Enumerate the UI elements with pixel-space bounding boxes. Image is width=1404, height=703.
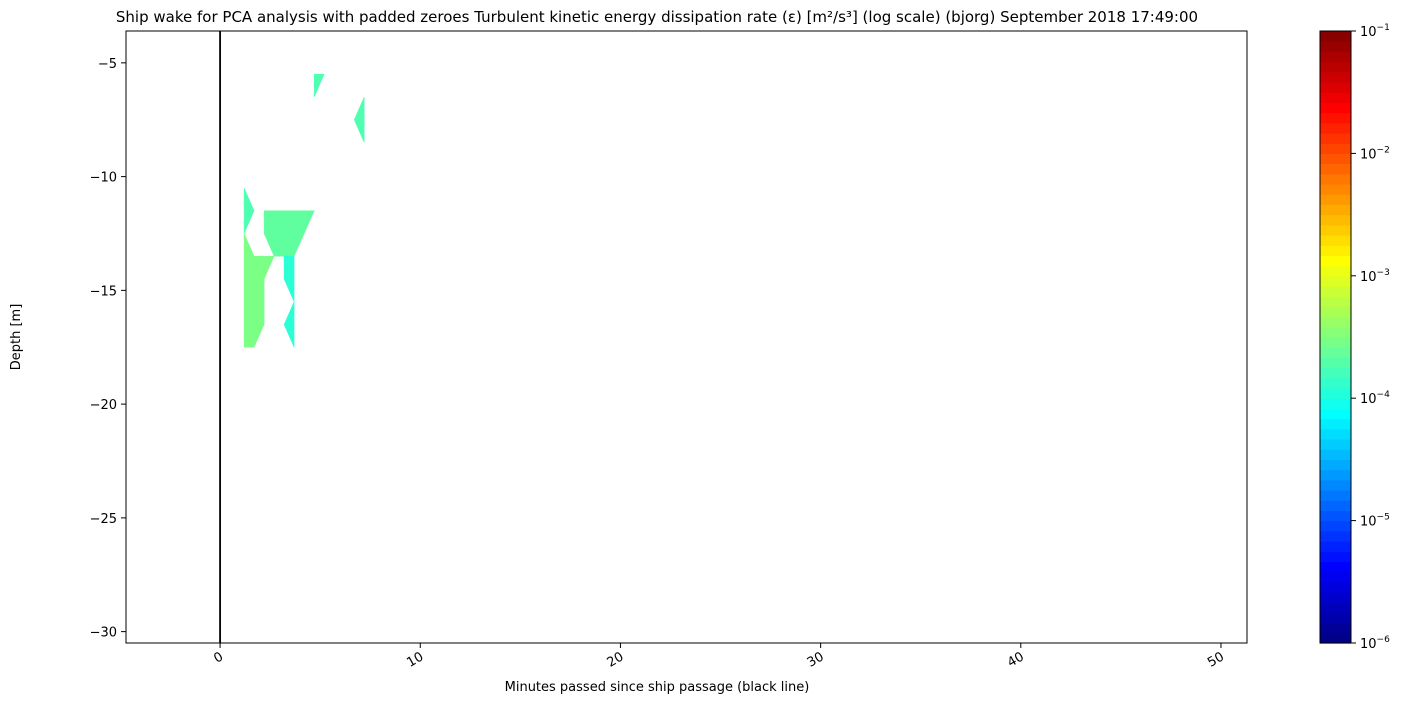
heatmap-patch bbox=[283, 255, 295, 348]
x-tick-label: 20 bbox=[605, 649, 627, 670]
colorbar-band bbox=[1320, 551, 1351, 562]
colorbar-band bbox=[1320, 469, 1351, 481]
colorbar-band bbox=[1320, 377, 1351, 389]
colorbar-tick-label: 10−2 bbox=[1360, 145, 1390, 162]
colorbar-band bbox=[1320, 173, 1351, 185]
y-tick-label: −25 bbox=[90, 512, 117, 527]
chart-title: Ship wake for PCA analysis with padded z… bbox=[116, 8, 1198, 26]
colorbar-band bbox=[1320, 51, 1351, 63]
colorbar-band bbox=[1320, 275, 1351, 287]
colorbar-band bbox=[1320, 459, 1351, 471]
y-tick-label: −15 bbox=[90, 284, 117, 299]
colorbar-band bbox=[1320, 102, 1351, 114]
colorbar-band bbox=[1320, 286, 1351, 297]
colorbar-band bbox=[1320, 31, 1351, 42]
colorbar-band bbox=[1320, 235, 1351, 246]
colorbar-band bbox=[1320, 347, 1351, 358]
heatmap-patch bbox=[313, 73, 325, 98]
colorbar-ticks: 10−1 10−2 10−3 10−4 10−5 10−6 bbox=[1351, 23, 1390, 652]
colorbar-band bbox=[1320, 398, 1351, 409]
colorbar-band bbox=[1320, 479, 1351, 491]
colorbar bbox=[1320, 31, 1351, 644]
colorbar-band bbox=[1320, 592, 1351, 603]
colorbar-band bbox=[1320, 61, 1351, 73]
colorbar-band bbox=[1320, 82, 1351, 93]
colorbar-band bbox=[1320, 367, 1351, 379]
colorbar-band bbox=[1320, 357, 1351, 369]
colorbar-band bbox=[1320, 92, 1351, 103]
heatmap-patches bbox=[243, 73, 365, 348]
colorbar-band bbox=[1320, 622, 1351, 634]
colorbar-band bbox=[1320, 510, 1351, 522]
heatmap-patch bbox=[263, 210, 315, 257]
colorbar-band bbox=[1320, 71, 1351, 83]
colorbar-band bbox=[1320, 439, 1351, 450]
colorbar-frame bbox=[1319, 30, 1352, 644]
colorbar-band bbox=[1320, 632, 1351, 644]
y-tick-label: −10 bbox=[90, 171, 117, 186]
colorbar-band bbox=[1320, 500, 1351, 511]
colorbar-band bbox=[1320, 612, 1351, 624]
x-axis-ticks: 0 10 20 30 40 50 bbox=[211, 643, 1227, 671]
y-tick-label: −5 bbox=[98, 57, 117, 72]
y-axis-ticks: −5 −10 −15 −20 −25 −30 bbox=[90, 57, 126, 641]
colorbar-band bbox=[1320, 184, 1351, 195]
colorbar-tick-label: 10−5 bbox=[1360, 513, 1390, 530]
colorbar-band bbox=[1320, 143, 1351, 154]
colorbar-band bbox=[1320, 163, 1351, 175]
heatmap-patch bbox=[243, 233, 275, 348]
colorbar-band bbox=[1320, 408, 1351, 420]
colorbar-tick-label: 10−1 bbox=[1360, 23, 1390, 40]
colorbar-band bbox=[1320, 41, 1351, 52]
colorbar-band bbox=[1320, 530, 1351, 542]
colorbar-band bbox=[1320, 602, 1351, 613]
colorbar-band bbox=[1320, 337, 1351, 348]
colorbar-band bbox=[1320, 255, 1351, 267]
heatmap-patch bbox=[353, 96, 365, 143]
colorbar-tick-label: 10−3 bbox=[1360, 268, 1390, 285]
colorbar-band bbox=[1320, 388, 1351, 399]
colorbar-band bbox=[1320, 418, 1351, 430]
colorbar-band bbox=[1320, 296, 1351, 307]
y-tick-label: −30 bbox=[90, 626, 117, 641]
colorbar-band bbox=[1320, 571, 1351, 583]
y-axis-label: Depth [m] bbox=[9, 304, 24, 371]
colorbar-band bbox=[1320, 122, 1351, 134]
colorbar-band bbox=[1320, 214, 1351, 226]
colorbar-tick-label: 10−6 bbox=[1360, 635, 1390, 652]
x-axis-label: Minutes passed since ship passage (black… bbox=[505, 680, 810, 695]
colorbar-tick-label: 10−4 bbox=[1360, 390, 1390, 407]
colorbar-band bbox=[1320, 316, 1351, 328]
colorbar-band bbox=[1320, 112, 1351, 124]
colorbar-band bbox=[1320, 326, 1351, 338]
colorbar-band bbox=[1320, 153, 1351, 165]
x-tick-label: 30 bbox=[805, 649, 827, 670]
colorbar-band bbox=[1320, 428, 1351, 440]
colorbar-band bbox=[1320, 520, 1351, 532]
colorbar-band bbox=[1320, 204, 1351, 216]
colorbar-band bbox=[1320, 194, 1351, 205]
colorbar-band bbox=[1320, 490, 1351, 501]
x-tick-label: 40 bbox=[1005, 649, 1027, 670]
colorbar-band bbox=[1320, 581, 1351, 593]
colorbar-band bbox=[1320, 245, 1351, 256]
colorbar-band bbox=[1320, 224, 1351, 236]
x-tick-label: 0 bbox=[211, 649, 226, 666]
y-tick-label: −20 bbox=[90, 398, 117, 413]
x-tick-label: 50 bbox=[1205, 649, 1227, 670]
plot-frame bbox=[125, 30, 1248, 644]
heatmap-patch bbox=[243, 187, 255, 234]
colorbar-band bbox=[1320, 133, 1351, 144]
colorbar-band bbox=[1320, 306, 1351, 318]
colorbar-band bbox=[1320, 541, 1351, 552]
colorbar-band bbox=[1320, 561, 1351, 573]
colorbar-band bbox=[1320, 265, 1351, 277]
colorbar-band bbox=[1320, 449, 1351, 460]
x-tick-label: 10 bbox=[404, 649, 426, 670]
